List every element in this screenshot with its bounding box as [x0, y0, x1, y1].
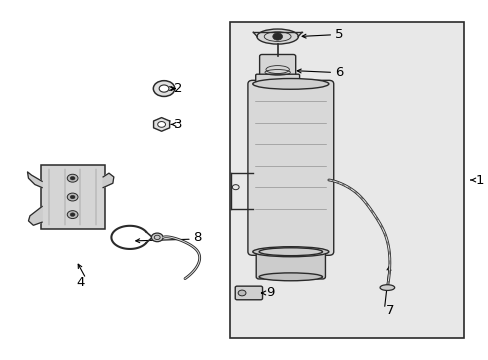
Circle shape [70, 195, 75, 199]
Text: 2: 2 [173, 82, 182, 95]
Circle shape [238, 290, 245, 296]
Ellipse shape [256, 29, 298, 44]
Text: 6: 6 [334, 66, 343, 79]
Ellipse shape [259, 273, 322, 281]
FancyBboxPatch shape [259, 54, 295, 78]
FancyBboxPatch shape [235, 286, 262, 300]
Text: 7: 7 [385, 305, 394, 318]
Polygon shape [153, 118, 169, 131]
FancyBboxPatch shape [256, 249, 325, 279]
Text: 8: 8 [193, 231, 201, 244]
Text: 9: 9 [266, 287, 274, 300]
Circle shape [272, 33, 282, 40]
Circle shape [153, 81, 174, 96]
Circle shape [158, 122, 165, 127]
Ellipse shape [252, 247, 328, 257]
Text: 4: 4 [76, 276, 84, 289]
Circle shape [67, 193, 78, 201]
Text: 5: 5 [334, 28, 343, 41]
Ellipse shape [379, 285, 394, 291]
Polygon shape [28, 206, 42, 225]
FancyBboxPatch shape [247, 80, 333, 255]
Ellipse shape [252, 78, 328, 89]
FancyBboxPatch shape [41, 165, 104, 229]
Polygon shape [103, 173, 114, 188]
Circle shape [70, 213, 75, 216]
Ellipse shape [259, 248, 322, 256]
Text: 3: 3 [173, 118, 182, 131]
Circle shape [67, 174, 78, 182]
Bar [229, 22, 463, 338]
Polygon shape [27, 172, 42, 188]
Circle shape [151, 233, 163, 242]
Circle shape [70, 176, 75, 180]
Circle shape [67, 211, 78, 219]
FancyBboxPatch shape [255, 74, 299, 85]
Text: 1: 1 [474, 174, 483, 186]
Circle shape [159, 85, 168, 92]
